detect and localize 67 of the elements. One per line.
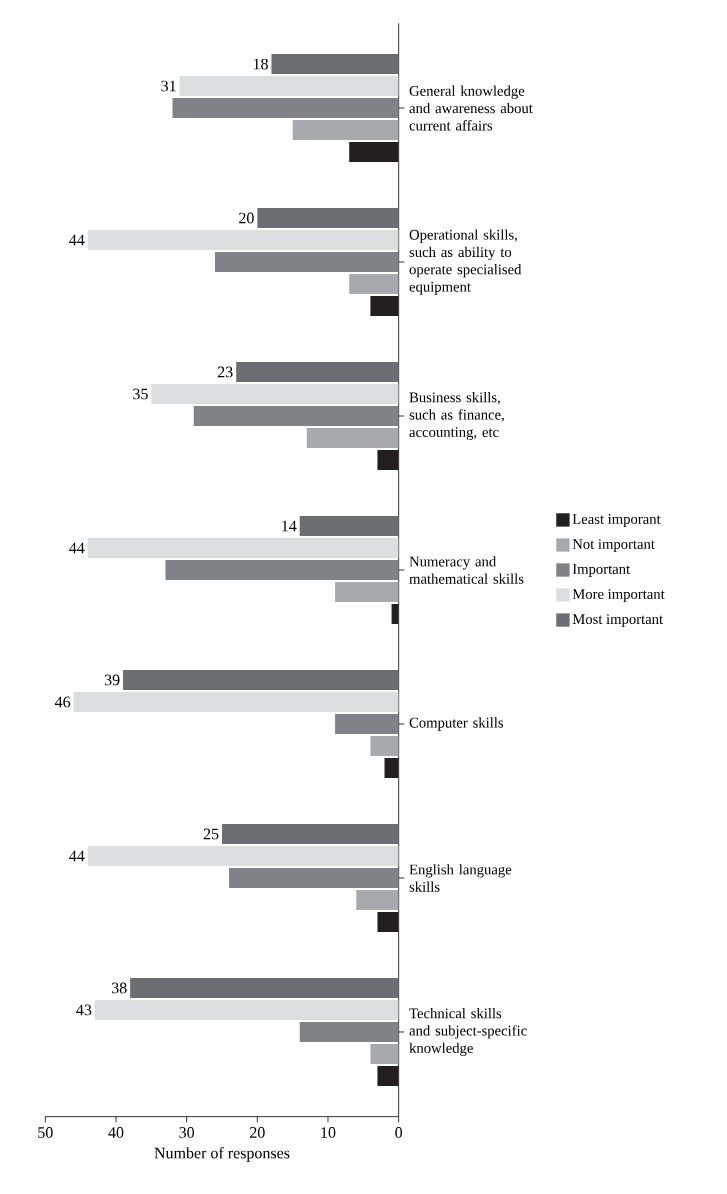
bar <box>377 911 399 932</box>
bar <box>165 560 399 580</box>
bar <box>299 1021 399 1042</box>
bar <box>349 274 399 295</box>
data-label: 38 <box>111 982 127 994</box>
data-label: 20 <box>239 212 254 224</box>
bar <box>292 120 399 141</box>
bar <box>193 406 399 426</box>
x-tick-label: 50 <box>38 1127 53 1138</box>
bar <box>356 889 399 910</box>
bar <box>370 735 399 756</box>
bar <box>236 362 399 383</box>
bar <box>377 1065 399 1086</box>
data-label: 39 <box>104 674 120 686</box>
data-label: 44 <box>69 542 85 554</box>
data-label: 44 <box>69 234 85 246</box>
bar <box>179 76 399 97</box>
bar <box>172 98 399 119</box>
legend-label: Important <box>572 564 631 577</box>
bar <box>87 845 399 866</box>
bar <box>377 450 399 471</box>
bar <box>94 999 399 1020</box>
bar <box>349 142 399 163</box>
data-label: 25 <box>203 828 219 840</box>
x-tick-label: 0 <box>395 1127 403 1138</box>
data-label: 43 <box>76 1004 92 1016</box>
bar <box>229 867 399 888</box>
bar <box>384 757 399 778</box>
legend-label: Least imporant <box>572 514 661 527</box>
data-label: 46 <box>54 696 71 708</box>
bar <box>151 384 399 404</box>
y-tick-label: Computer skills <box>409 717 504 731</box>
data-label: 31 <box>161 80 176 92</box>
y-tick-label: Numeracy and mathematical skills <box>409 556 524 584</box>
bar <box>257 208 399 229</box>
y-tick-label: English language skills <box>409 864 512 892</box>
legend-label: More important <box>572 589 665 602</box>
y-tick-label: Business skills, such as finance, accounting, etc <box>409 392 504 440</box>
data-label: 23 <box>217 366 233 378</box>
bar <box>130 977 399 998</box>
bar <box>370 296 399 317</box>
bar <box>87 230 399 251</box>
data-label: 35 <box>133 388 148 400</box>
x-axis-title: Number of responses <box>154 1147 290 1162</box>
legend-label: Not important <box>572 539 655 552</box>
data-label: 18 <box>253 58 268 70</box>
bar <box>306 428 399 449</box>
bar <box>73 691 399 712</box>
bar <box>335 582 399 602</box>
x-tick-label: 40 <box>108 1127 124 1138</box>
data-label: 44 <box>69 850 85 862</box>
bar <box>335 713 399 734</box>
data-label: 14 <box>282 520 297 532</box>
bar <box>271 54 399 75</box>
bar <box>87 537 399 558</box>
bar <box>214 252 399 273</box>
legend-label: Most important <box>572 614 664 627</box>
y-tick-label: Technical skills and subject-specific knowledge <box>409 1007 527 1056</box>
y-tick-label: General knowledge and awareness about current affairs <box>409 85 533 131</box>
y-tick-label: Operational skills, such as ability to operate specialised equipment <box>409 229 522 295</box>
bar <box>370 1043 399 1064</box>
bar <box>221 823 399 844</box>
bar <box>299 515 399 536</box>
x-tick-label: 10 <box>321 1127 336 1138</box>
x-tick-label: 20 <box>250 1127 265 1138</box>
x-tick-label: 30 <box>179 1127 195 1138</box>
bar <box>123 669 399 690</box>
